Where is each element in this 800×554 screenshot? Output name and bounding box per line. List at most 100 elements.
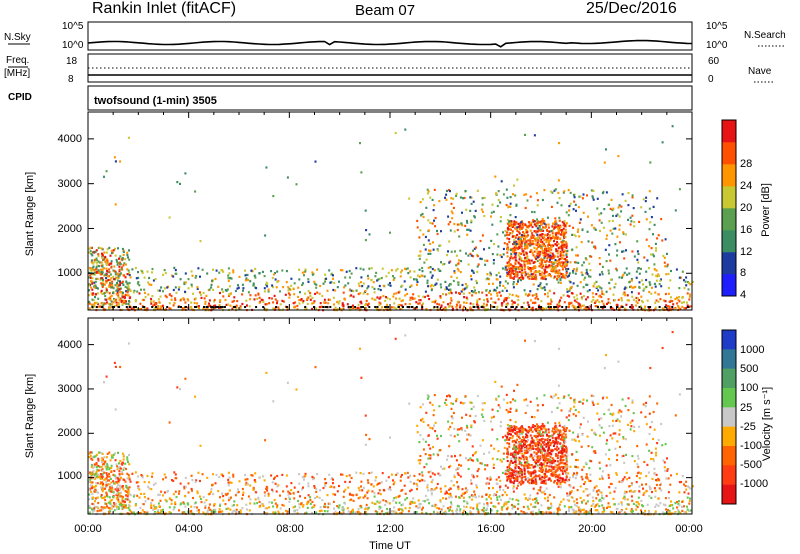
radar-cell — [556, 259, 559, 262]
radar-cell — [457, 485, 460, 488]
radar-cell — [601, 511, 604, 514]
radar-cell — [622, 293, 625, 296]
radar-cell — [127, 474, 130, 477]
radar-cell — [588, 493, 591, 496]
radar-cell — [514, 432, 517, 435]
radar-cell — [501, 289, 504, 292]
radar-cell — [520, 457, 523, 460]
radar-cell — [350, 289, 353, 292]
radar-cell — [522, 454, 525, 457]
radar-cell — [629, 285, 631, 289]
radar-cell — [304, 268, 307, 271]
radar-cell — [98, 476, 101, 479]
radar-cell — [529, 270, 532, 273]
radar-cell — [421, 304, 423, 307]
radar-cell — [466, 298, 469, 301]
radar-cell — [95, 491, 98, 494]
radar-cell — [575, 510, 578, 513]
radar-cell — [496, 490, 499, 493]
radar-cell — [531, 445, 534, 448]
radar-cell — [585, 473, 588, 476]
radar-cell — [119, 287, 122, 290]
radar-cell — [338, 300, 341, 303]
radar-cell — [290, 489, 293, 492]
radar-cell — [623, 271, 626, 274]
radar-cell — [508, 472, 511, 475]
radar-cell — [561, 268, 564, 271]
radar-cell — [532, 480, 535, 483]
radar-cell — [556, 445, 559, 448]
radar-cell — [449, 492, 452, 495]
radar-cell — [143, 480, 146, 484]
radar-cell — [100, 506, 103, 509]
radar-cell — [519, 244, 522, 247]
radar-cell — [427, 489, 430, 492]
radar-cell — [298, 482, 301, 485]
radar-cell — [671, 504, 674, 507]
radar-cell — [506, 303, 509, 307]
radar-cell — [512, 490, 515, 493]
radar-cell — [553, 240, 555, 243]
radar-cell — [115, 258, 118, 262]
radar-cell — [683, 505, 685, 508]
radar-cell — [153, 303, 156, 306]
radar-cell — [234, 494, 237, 497]
radar-cell — [509, 232, 512, 235]
radar-cell — [447, 507, 449, 510]
radar-cell — [509, 276, 512, 279]
radar-cell — [96, 292, 99, 295]
radar-cell — [628, 476, 631, 479]
radar-cell — [351, 509, 353, 512]
radar-cell — [544, 233, 547, 237]
radar-cell — [227, 471, 230, 474]
radar-cell — [91, 502, 94, 505]
radar-cell — [421, 479, 424, 482]
radar-cell — [137, 475, 139, 478]
radar-cell — [121, 291, 124, 294]
radar-cell — [314, 292, 317, 295]
radar-cell — [507, 296, 510, 299]
radar-cell — [543, 272, 546, 275]
radar-cell — [367, 285, 370, 288]
radar-cell — [330, 477, 333, 480]
radar-cell — [231, 504, 234, 507]
radar-cell — [164, 498, 167, 502]
radar-cell — [359, 496, 362, 499]
radar-cell — [398, 304, 400, 307]
radar-cell — [557, 480, 560, 483]
radar-cell — [556, 240, 559, 244]
radar-cell — [685, 511, 688, 514]
radar-cell — [241, 302, 244, 306]
radar-cell — [117, 506, 120, 509]
radar-cell — [286, 510, 289, 513]
radar-cell — [518, 270, 521, 273]
radar-cell — [438, 474, 441, 477]
radar-cell — [348, 289, 351, 292]
radar-cell — [537, 447, 540, 450]
radar-cell — [496, 498, 499, 501]
radar-cell — [651, 286, 653, 289]
radar-cell — [538, 265, 541, 268]
radar-cell — [271, 490, 274, 493]
radar-cell — [354, 307, 357, 310]
radar-cell — [423, 479, 426, 482]
radar-cell — [464, 283, 467, 286]
radar-cell — [662, 503, 665, 506]
radar-cell — [342, 508, 345, 512]
radar-cell — [513, 460, 516, 464]
radar-cell — [413, 482, 415, 485]
radar-cell — [184, 290, 186, 293]
radar-cell — [608, 281, 611, 285]
radar-cell — [539, 486, 542, 489]
radar-cell — [542, 226, 544, 229]
radar-cell — [499, 485, 502, 488]
radar-cell — [427, 285, 430, 288]
radar-cell — [422, 295, 425, 298]
radar-cell — [519, 449, 522, 452]
radar-cell — [596, 490, 598, 493]
radar-cell — [253, 274, 256, 277]
radar-cell — [546, 461, 549, 464]
radar-cell — [103, 478, 106, 481]
radar-cell — [631, 306, 634, 309]
radar-cell — [101, 252, 103, 255]
